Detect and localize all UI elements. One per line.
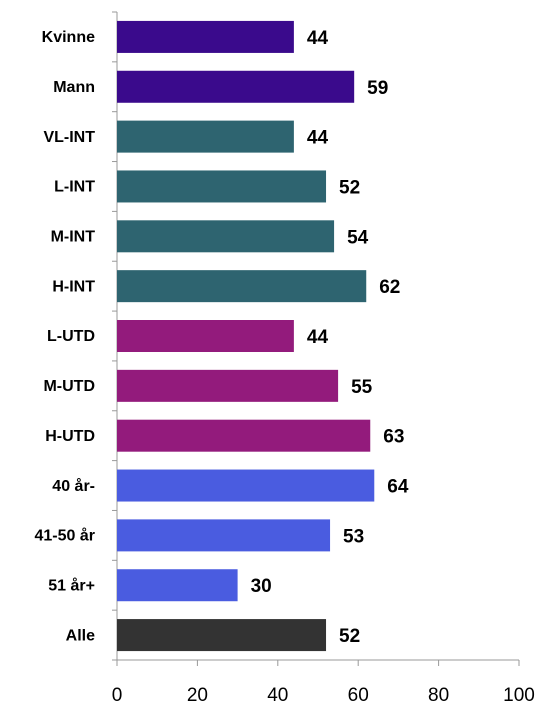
y-tick-label: L-INT (54, 179, 95, 196)
y-tick-label: 41-50 år (35, 527, 96, 545)
y-tick-label: H-UTD (45, 428, 95, 445)
bar (117, 519, 331, 552)
bar (117, 70, 355, 103)
value-label: 55 (351, 377, 373, 398)
y-tick-label: H-INT (52, 278, 95, 295)
y-tick-label: 40 år- (52, 477, 95, 495)
bar (117, 170, 327, 203)
x-tick-label: 20 (187, 685, 208, 706)
bar (117, 569, 238, 602)
bar (117, 270, 367, 303)
value-label: 52 (339, 177, 360, 198)
bar (117, 120, 294, 153)
value-label: 30 (251, 576, 272, 597)
y-tick-label: VL-INT (43, 129, 95, 146)
bar (117, 469, 375, 502)
bar (117, 220, 335, 253)
x-tick-label: 0 (112, 685, 123, 706)
bar (117, 20, 294, 53)
value-label: 44 (307, 128, 329, 149)
x-tick-label: 100 (503, 685, 535, 706)
value-label: 44 (307, 327, 329, 348)
bar (117, 369, 339, 402)
value-label: 63 (383, 427, 404, 448)
bar (117, 619, 327, 652)
y-tick-label: 51 år+ (48, 576, 95, 594)
value-label: 64 (387, 477, 409, 498)
value-label: 44 (307, 28, 329, 49)
y-tick-label: M-UTD (43, 378, 95, 395)
bar (117, 320, 294, 352)
y-tick-label: Alle (66, 627, 95, 644)
value-label: 53 (343, 526, 364, 547)
y-tick-label: Mann (53, 79, 95, 96)
y-tick-label: L-UTD (47, 328, 95, 345)
x-tick-label: 60 (348, 685, 369, 706)
bar (117, 419, 371, 452)
y-tick-label: Kvinne (42, 29, 95, 46)
value-label: 54 (347, 227, 369, 248)
value-label: 62 (379, 277, 400, 298)
y-tick-label: M-INT (51, 229, 96, 246)
value-label: 59 (367, 78, 388, 99)
x-tick-label: 40 (267, 685, 288, 706)
x-tick-label: 80 (428, 685, 449, 706)
value-label: 52 (339, 626, 360, 647)
